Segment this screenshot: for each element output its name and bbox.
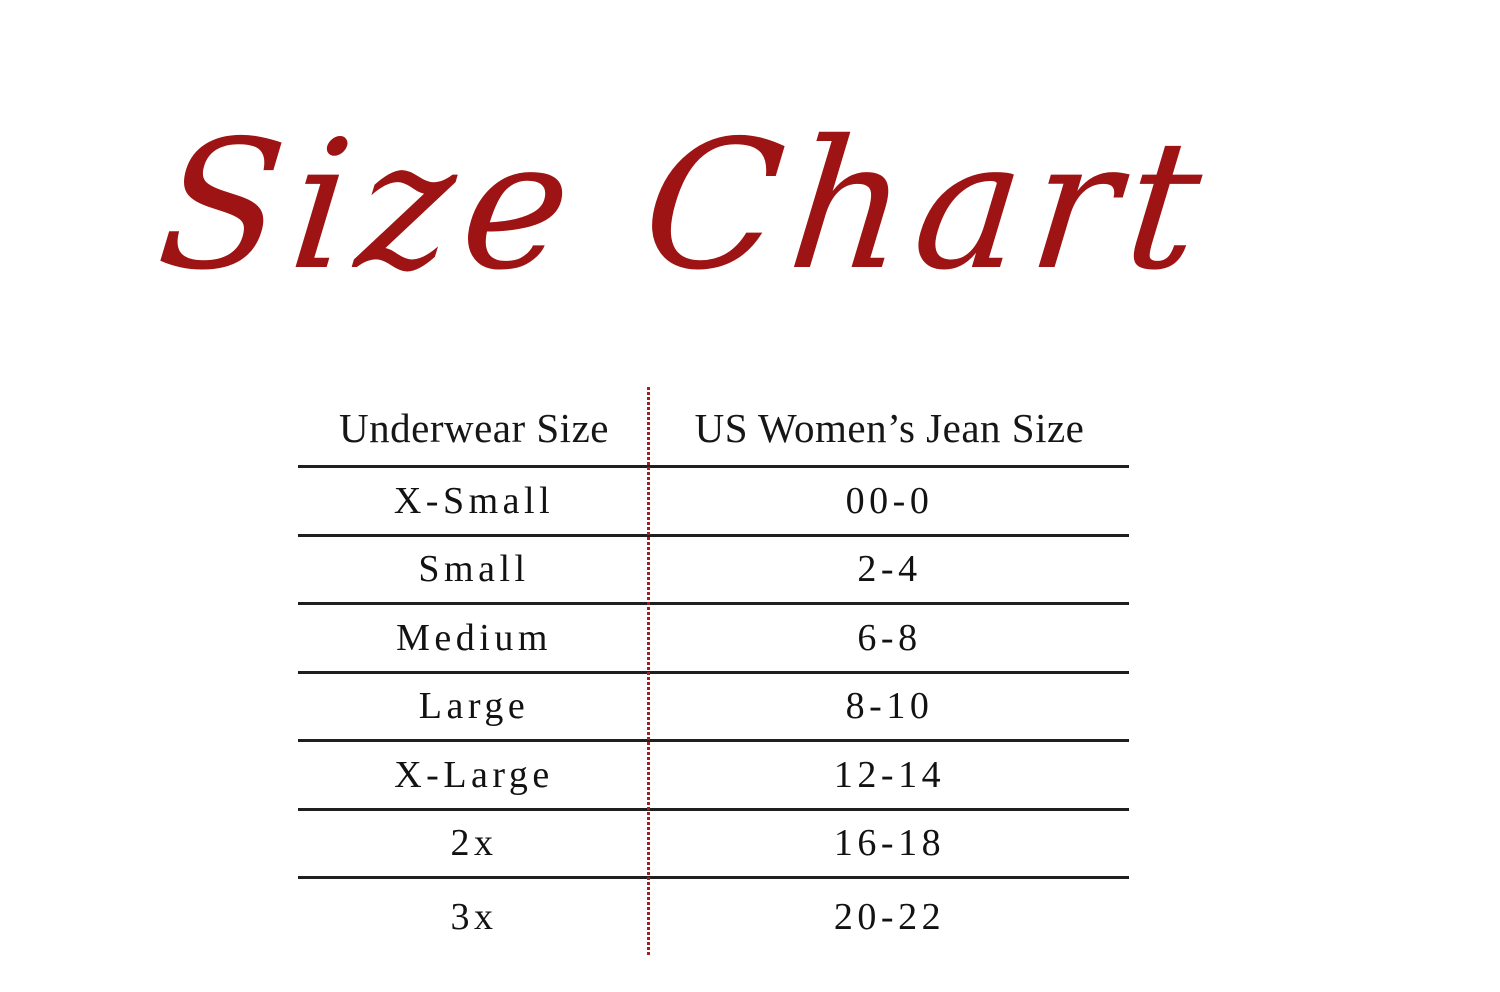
table-row: 2x 16-18 <box>298 811 1129 879</box>
table-row: X-Large 12-14 <box>298 742 1129 811</box>
page-title: Size Chart <box>150 102 1221 309</box>
underwear-size-cell: 2x <box>450 822 498 865</box>
column-header-underwear-size: Underwear Size <box>339 404 609 451</box>
underwear-size-cell: Medium <box>396 616 552 659</box>
table-header-row: Underwear Size US Women’s Jean Size <box>298 390 1129 468</box>
jean-size-cell: 16-18 <box>833 822 946 865</box>
table-row: 3x 20-22 <box>298 879 1129 955</box>
table-row: Medium 6-8 <box>298 605 1129 674</box>
jean-size-cell: 8-10 <box>845 685 934 728</box>
size-table: Underwear Size US Women’s Jean Size X-Sm… <box>298 387 1129 955</box>
table-row: Small 2-4 <box>298 537 1129 605</box>
underwear-size-cell: Large <box>418 685 530 728</box>
jean-size-cell: 6-8 <box>857 616 922 659</box>
table-row: Large 8-10 <box>298 674 1129 742</box>
jean-size-cell: 2-4 <box>857 548 922 591</box>
column-header-jean-size: US Women’s Jean Size <box>694 404 1085 451</box>
jean-size-cell: 00-0 <box>845 479 934 522</box>
table-body: X-Small 00-0 Small 2-4 Medium 6-8 Large … <box>298 468 1129 955</box>
underwear-size-cell: X-Large <box>394 753 554 796</box>
jean-size-cell: 20-22 <box>833 896 946 938</box>
underwear-size-cell: 3x <box>450 896 498 938</box>
column-divider-dotted-line <box>647 387 650 955</box>
underwear-size-cell: X-Small <box>393 479 555 522</box>
underwear-size-cell: Small <box>418 548 530 591</box>
jean-size-cell: 12-14 <box>833 753 946 796</box>
table-row: X-Small 00-0 <box>298 468 1129 537</box>
